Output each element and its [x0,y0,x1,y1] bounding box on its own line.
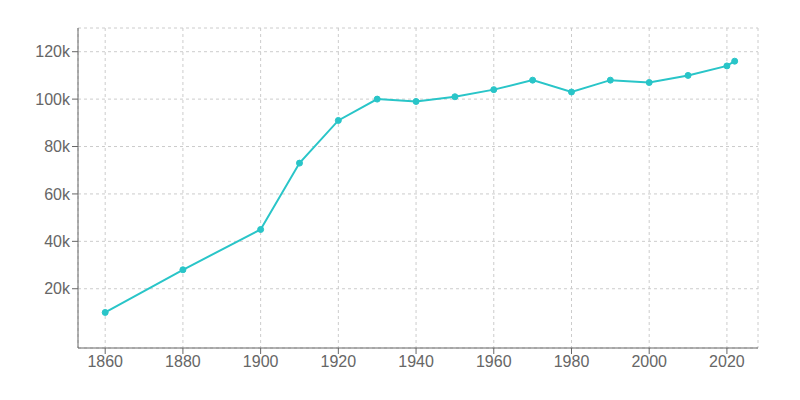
svg-text:1900: 1900 [243,353,279,370]
svg-text:1880: 1880 [165,353,201,370]
svg-text:1960: 1960 [476,353,512,370]
svg-text:1920: 1920 [321,353,357,370]
svg-text:40k: 40k [44,233,71,250]
svg-text:80k: 80k [44,138,71,155]
svg-text:1940: 1940 [398,353,434,370]
svg-text:60k: 60k [44,186,71,203]
svg-text:100k: 100k [35,91,71,108]
svg-text:20k: 20k [44,280,71,297]
svg-text:2000: 2000 [631,353,667,370]
svg-text:1860: 1860 [87,353,123,370]
svg-text:1980: 1980 [554,353,590,370]
svg-text:120k: 120k [35,43,71,60]
svg-text:2020: 2020 [709,353,745,370]
